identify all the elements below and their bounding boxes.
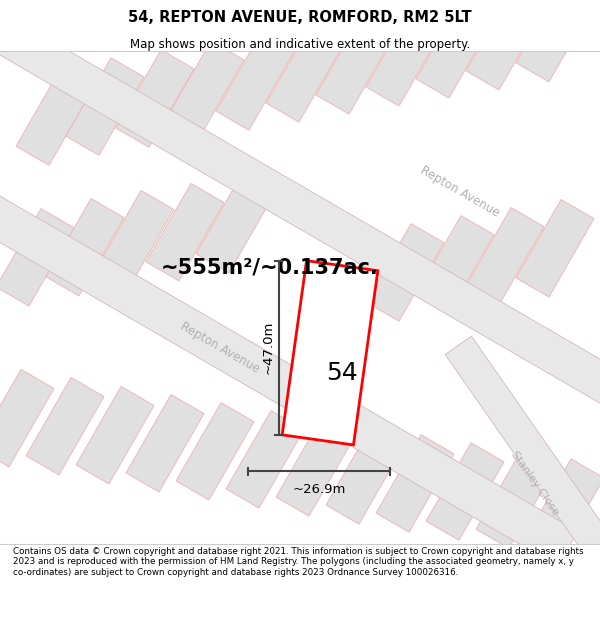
Polygon shape [0,0,600,419]
Polygon shape [426,442,504,540]
Polygon shape [0,139,578,566]
Polygon shape [366,224,444,321]
Polygon shape [445,336,600,561]
Text: 54: 54 [326,361,358,385]
Text: Contains OS data © Crown copyright and database right 2021. This information is : Contains OS data © Crown copyright and d… [13,547,584,577]
Polygon shape [0,369,54,467]
Polygon shape [416,216,494,313]
Polygon shape [266,24,344,122]
Polygon shape [46,199,124,296]
Polygon shape [276,419,354,516]
Polygon shape [146,184,224,281]
Text: Map shows position and indicative extent of the property.: Map shows position and indicative extent… [130,39,470,51]
Polygon shape [516,199,594,297]
Polygon shape [326,427,404,524]
Text: Repton Avenue: Repton Avenue [178,320,262,376]
Polygon shape [96,191,174,288]
Polygon shape [196,176,274,273]
Text: 54, REPTON AVENUE, ROMFORD, RM2 5LT: 54, REPTON AVENUE, ROMFORD, RM2 5LT [128,10,472,25]
Text: ~47.0m: ~47.0m [262,321,275,374]
Polygon shape [176,402,254,500]
Polygon shape [216,32,294,130]
Polygon shape [16,68,94,165]
Polygon shape [366,9,444,106]
Polygon shape [66,58,144,155]
Polygon shape [0,209,74,306]
Polygon shape [466,0,544,90]
Text: Repton Avenue: Repton Avenue [418,164,502,220]
Polygon shape [316,17,394,114]
Polygon shape [226,411,304,508]
Polygon shape [476,451,554,548]
Polygon shape [76,386,154,484]
Polygon shape [282,261,378,445]
Text: ~555m²/~0.137ac.: ~555m²/~0.137ac. [161,258,379,278]
Text: ~26.9m: ~26.9m [292,483,346,496]
Polygon shape [516,0,594,82]
Polygon shape [376,435,454,532]
Polygon shape [526,459,600,556]
Text: Stanley Close: Stanley Close [509,449,561,518]
Polygon shape [126,394,204,492]
Polygon shape [416,1,494,98]
Polygon shape [26,378,104,475]
Polygon shape [466,208,544,305]
Polygon shape [116,50,194,148]
Polygon shape [166,41,244,138]
